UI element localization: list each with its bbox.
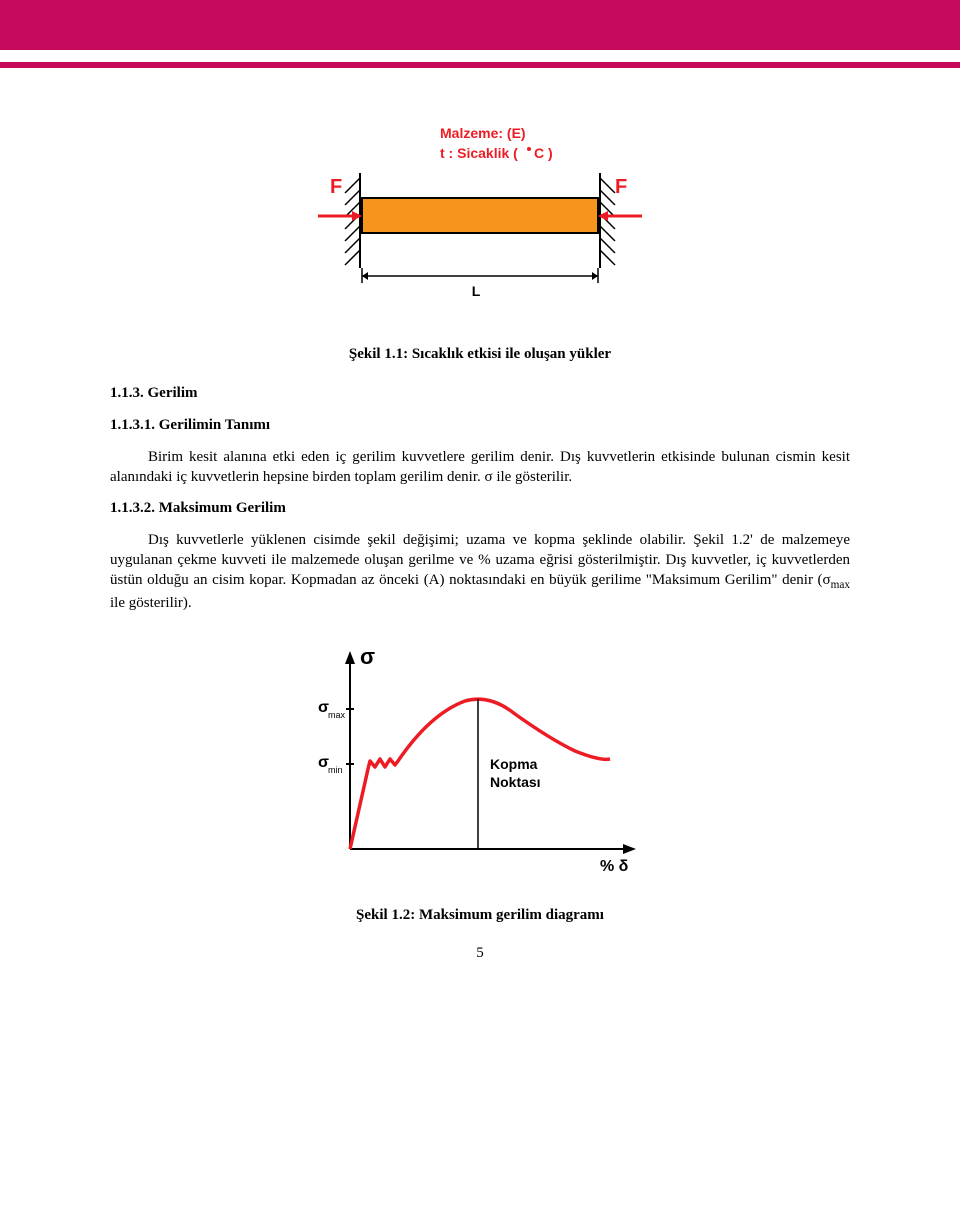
svg-text:σ: σ [360, 644, 375, 669]
svg-text:C ): C ) [534, 145, 553, 161]
paragraph-maksimum-gerilim: Dış kuvvetlerle yüklenen cisimde şekil d… [110, 530, 850, 614]
heading-1-1-3-1: 1.1.3.1. Gerilimin Tanımı [110, 415, 850, 435]
figure-1-diagram: Malzeme: (E) t : Sicaklik ( C ) F F [290, 118, 670, 318]
figure-2-caption: Şekil 1.2: Maksimum gerilim diagramı [110, 905, 850, 925]
sigma-max-subscript: max [831, 579, 850, 591]
heading-1-1-3-2: 1.1.3.2. Maksimum Gerilim [110, 498, 850, 518]
page-number: 5 [110, 943, 850, 963]
paragraph-gerilim-tanimi: Birim kesit alanına etki eden iç gerilim… [110, 447, 850, 488]
svg-text:Noktası: Noktası [490, 774, 541, 790]
figure-2-diagram: σ σ max σ min Kopma Noktası % δ [290, 639, 670, 889]
paragraph-text-b: ile gösterilir). [110, 595, 192, 611]
page-content: Malzeme: (E) t : Sicaklik ( C ) F F [60, 68, 900, 983]
paragraph-text-a: Dış kuvvetlerle yüklenen cisimde şekil d… [110, 532, 850, 589]
header-bar-top [0, 0, 960, 50]
svg-text:% δ: % δ [600, 858, 629, 875]
figure-1-wrapper: Malzeme: (E) t : Sicaklik ( C ) F F [110, 118, 850, 324]
svg-text:t : Sicaklik (: t : Sicaklik ( [440, 145, 518, 161]
svg-text:max: max [328, 710, 346, 720]
header-bar-gap [0, 50, 960, 62]
figure-1-caption: Şekil 1.1: Sıcaklık etkisi ile oluşan yü… [110, 344, 850, 364]
svg-text:min: min [328, 765, 343, 775]
svg-text:L: L [472, 283, 481, 299]
figure-2-wrapper: σ σ max σ min Kopma Noktası % δ [110, 639, 850, 895]
svg-text:F: F [330, 176, 342, 198]
heading-1-1-3: 1.1.3. Gerilim [110, 383, 850, 403]
svg-text:F: F [615, 176, 627, 198]
svg-text:Malzeme: (E): Malzeme: (E) [440, 125, 526, 141]
svg-text:Kopma: Kopma [490, 756, 538, 772]
